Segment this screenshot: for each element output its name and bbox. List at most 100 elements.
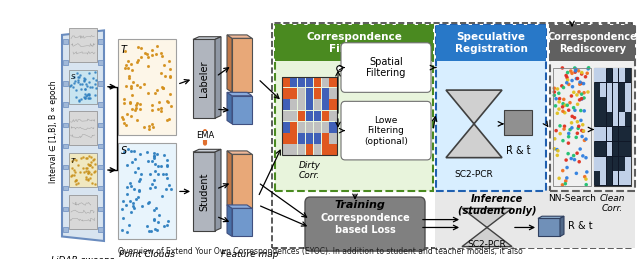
Point bbox=[144, 124, 154, 128]
Point bbox=[164, 75, 175, 79]
Point bbox=[579, 96, 589, 100]
Point bbox=[123, 59, 133, 63]
Bar bbox=[272, 23, 632, 248]
Point bbox=[563, 70, 573, 75]
Bar bbox=[298, 99, 305, 110]
Point bbox=[554, 97, 564, 101]
Point bbox=[126, 86, 136, 90]
Point bbox=[579, 82, 589, 86]
Point bbox=[559, 124, 570, 128]
Point bbox=[549, 93, 559, 97]
Point bbox=[81, 169, 92, 173]
Point bbox=[579, 138, 589, 142]
Point bbox=[561, 74, 572, 78]
Point bbox=[133, 45, 143, 49]
Point bbox=[150, 168, 160, 172]
Bar bbox=[306, 77, 313, 88]
Bar bbox=[306, 133, 313, 144]
Text: SC2-PCR: SC2-PCR bbox=[454, 170, 493, 179]
Point bbox=[83, 154, 93, 158]
Point bbox=[122, 192, 132, 196]
Point bbox=[89, 157, 99, 161]
Bar bbox=[600, 68, 606, 82]
Point bbox=[72, 163, 83, 167]
Point bbox=[561, 158, 572, 162]
Text: R̂ & t̂: R̂ & t̂ bbox=[506, 146, 531, 156]
Polygon shape bbox=[193, 39, 215, 118]
Point bbox=[69, 157, 79, 161]
Point bbox=[164, 59, 175, 63]
Bar bbox=[290, 77, 298, 88]
Point bbox=[581, 183, 591, 187]
Point bbox=[148, 154, 159, 158]
Bar bbox=[600, 171, 606, 185]
Point bbox=[67, 159, 77, 163]
Polygon shape bbox=[227, 35, 252, 38]
Point bbox=[73, 75, 83, 79]
Point bbox=[576, 118, 586, 123]
Point bbox=[565, 127, 575, 132]
Point bbox=[83, 96, 93, 100]
Point bbox=[86, 160, 97, 164]
Point bbox=[119, 150, 129, 154]
Point bbox=[158, 85, 168, 90]
Point bbox=[565, 100, 575, 105]
Polygon shape bbox=[227, 151, 232, 208]
Bar bbox=[613, 171, 618, 185]
Point bbox=[135, 107, 145, 112]
Point bbox=[122, 185, 132, 190]
Text: LiDAR sweeps: LiDAR sweeps bbox=[51, 256, 115, 259]
Point bbox=[564, 82, 574, 87]
Point bbox=[71, 95, 81, 99]
Bar bbox=[118, 39, 176, 135]
Point bbox=[83, 178, 93, 182]
Point bbox=[82, 93, 92, 97]
Bar bbox=[321, 77, 329, 88]
Point bbox=[578, 154, 588, 158]
Text: T: T bbox=[71, 158, 76, 164]
Point bbox=[75, 82, 85, 86]
Point bbox=[85, 163, 95, 167]
Bar bbox=[613, 97, 618, 112]
Point bbox=[125, 100, 135, 104]
Point bbox=[562, 103, 572, 107]
Point bbox=[129, 206, 140, 210]
Point bbox=[70, 79, 80, 83]
Bar bbox=[550, 25, 635, 61]
Point bbox=[557, 84, 567, 88]
Point bbox=[79, 78, 90, 82]
Bar bbox=[550, 25, 635, 191]
Bar bbox=[619, 97, 625, 112]
Point bbox=[566, 69, 576, 73]
Point bbox=[121, 203, 131, 207]
Point bbox=[131, 101, 141, 105]
Point bbox=[577, 70, 587, 75]
Text: Feature map: Feature map bbox=[221, 250, 279, 259]
Point bbox=[90, 92, 100, 97]
Polygon shape bbox=[227, 92, 232, 124]
Point bbox=[571, 67, 581, 71]
Point bbox=[143, 201, 154, 205]
Point bbox=[127, 93, 137, 97]
Point bbox=[553, 149, 563, 153]
Bar bbox=[290, 145, 298, 155]
Bar bbox=[306, 111, 313, 121]
Point bbox=[73, 181, 83, 185]
Bar bbox=[314, 77, 321, 88]
Text: Labeler: Labeler bbox=[199, 61, 209, 97]
Point bbox=[76, 97, 86, 101]
Bar bbox=[118, 143, 176, 239]
Point bbox=[577, 72, 587, 76]
Point bbox=[83, 171, 93, 175]
Bar bbox=[69, 111, 97, 145]
Point bbox=[76, 87, 86, 91]
Point bbox=[157, 172, 168, 176]
Point bbox=[165, 74, 175, 78]
Point bbox=[80, 77, 90, 81]
Point bbox=[81, 175, 91, 179]
Point bbox=[88, 76, 98, 80]
Point bbox=[86, 155, 97, 160]
Point bbox=[554, 176, 564, 180]
Point bbox=[83, 177, 93, 181]
Point bbox=[90, 78, 100, 82]
